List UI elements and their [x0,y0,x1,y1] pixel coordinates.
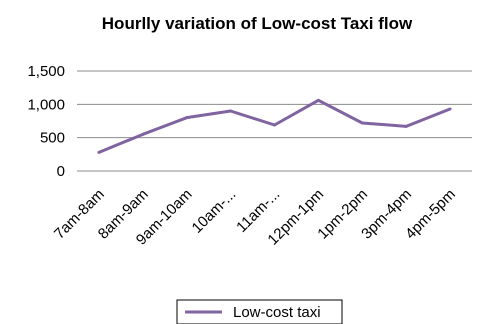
x-axis-ticks: 7am-8am8am-9am9am-10am10am-...11am-...12… [51,186,459,249]
data-point [316,98,320,102]
data-point [273,123,276,127]
data-point [97,150,101,154]
x-tick-label: 10am-... [189,186,240,237]
data-point [448,107,452,111]
series-layer [97,98,452,154]
gridlines [77,70,472,172]
y-tick-label: 500 [40,130,65,147]
chart-title: Hourlly variation of Low-cost Taxi flow [102,14,413,33]
data-point [404,124,408,128]
data-point [185,116,189,120]
y-tick-label: 1,500 [27,63,65,80]
legend: Low-cost taxi [176,299,343,324]
data-point [229,109,233,113]
legend-label: Low-cost taxi [233,304,321,321]
y-axis-ticks: 0 500 1,000 1,500 [27,63,65,180]
y-tick-label: 1,000 [27,96,65,113]
data-point [360,121,364,125]
data-point [141,132,145,136]
y-tick-label: 0 [57,163,65,180]
